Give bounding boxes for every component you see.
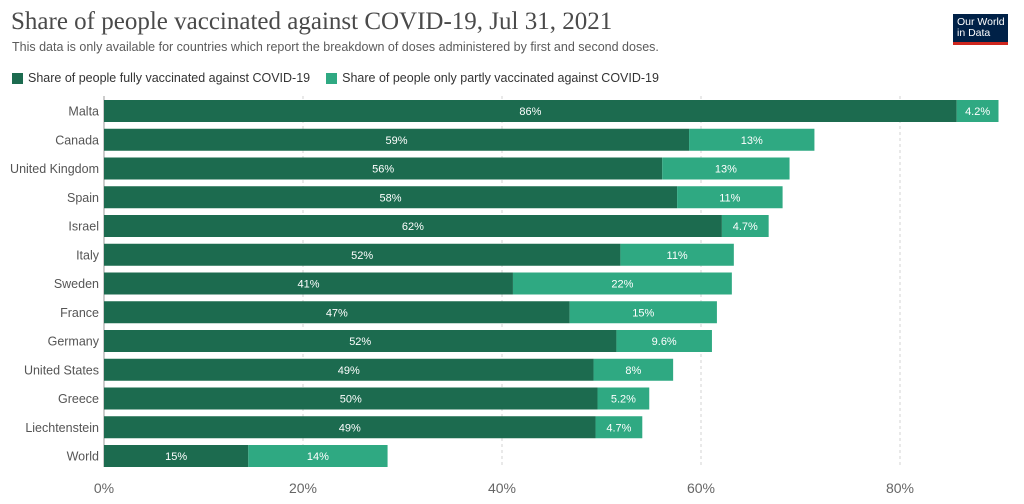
data-label-partly: 22% [611,279,633,291]
data-label-partly: 4.7% [733,221,758,233]
bar-partly-vaccinated [597,387,650,410]
category-label: Spain [67,191,99,205]
bar-partly-vaccinated [620,243,734,266]
bar-partly-vaccinated [593,358,674,381]
category-label: Canada [55,133,99,147]
bar-fully-vaccinated [104,272,513,295]
x-tick-label: 0% [94,480,114,496]
bar-partly-vaccinated [689,128,815,151]
data-label-fully: 41% [297,279,319,291]
data-label-fully: 50% [340,394,362,406]
category-label: Sweden [54,277,99,291]
bar-partly-vaccinated [569,301,717,324]
data-label-partly: 4.2% [965,106,990,118]
x-tick-label: 40% [488,480,516,496]
data-label-fully: 62% [402,221,424,233]
data-label-partly: 11% [719,192,740,204]
data-label-partly: 11% [667,250,688,262]
data-label-partly: 5.2% [611,394,636,406]
data-label-partly: 4.7% [606,422,631,434]
data-label-partly: 13% [715,164,737,176]
bar-fully-vaccinated [104,243,621,266]
category-label: World [67,450,99,464]
data-label-fully: 49% [338,365,360,377]
x-tick-label: 80% [886,480,914,496]
chart-title: Share of people vaccinated against COVID… [11,8,613,35]
logo-line-1: Our World [957,16,1005,28]
legend-item-partly[interactable]: Share of people only partly vaccinated a… [326,71,659,85]
bar-fully-vaccinated [104,128,690,151]
category-label: United Kingdom [10,162,99,176]
category-label: United States [24,363,99,377]
category-label: Germany [48,335,100,349]
x-tick-label: 20% [289,480,317,496]
legend: Share of people fully vaccinated against… [12,71,675,85]
bar-fully-vaccinated [104,330,617,352]
legend-label-fully: Share of people fully vaccinated against… [28,71,311,85]
bar-fully-vaccinated [104,100,957,122]
data-label-partly: 13% [741,135,763,147]
category-label: Liechtenstein [25,421,99,435]
bar-partly-vaccinated [956,100,999,122]
x-tick-label: 60% [687,480,715,496]
data-label-fully: 59% [386,135,408,147]
bar-partly-vaccinated [595,416,643,439]
bar-fully-vaccinated [104,387,598,410]
bar-partly-vaccinated [248,445,388,467]
bar-fully-vaccinated [104,186,678,209]
bar-fully-vaccinated [104,416,596,439]
bar-fully-vaccinated [104,157,663,180]
category-label: France [60,306,99,320]
data-label-fully: 52% [351,250,373,262]
legend-swatch-fully [12,72,23,84]
category-label: Malta [68,105,99,119]
data-label-fully: 15% [165,451,187,463]
data-label-partly: 15% [632,307,654,319]
bar-partly-vaccinated [616,330,712,352]
data-label-partly: 9.6% [652,336,677,348]
legend-item-fully[interactable]: Share of people fully vaccinated against… [12,71,310,85]
legend-swatch-partly [326,72,338,84]
category-label: Greece [58,392,99,406]
owid-logo[interactable]: Our World in Data [953,14,1008,45]
category-label: Israel [68,220,99,234]
logo-line-2: in Data [957,27,991,39]
data-label-fully: 49% [339,422,361,434]
bar-partly-vaccinated [721,215,769,237]
bar-partly-vaccinated [662,157,790,180]
bar-fully-vaccinated [104,445,249,467]
bar-partly-vaccinated [677,186,783,209]
data-label-fully: 52% [349,336,371,348]
chart-subtitle: This data is only available for countrie… [12,40,659,54]
data-label-fully: 56% [372,164,394,176]
data-label-fully: 86% [519,106,541,118]
bar-fully-vaccinated [104,215,722,237]
bar-partly-vaccinated [512,272,732,295]
data-label-fully: 58% [380,192,402,204]
data-label-partly: 8% [625,365,641,377]
bar-fully-vaccinated [104,301,570,324]
category-label: Italy [76,248,100,262]
legend-label-partly: Share of people only partly vaccinated a… [342,71,659,85]
bar-fully-vaccinated [104,358,594,381]
data-label-partly: 14% [307,451,329,463]
data-label-fully: 47% [326,307,348,319]
